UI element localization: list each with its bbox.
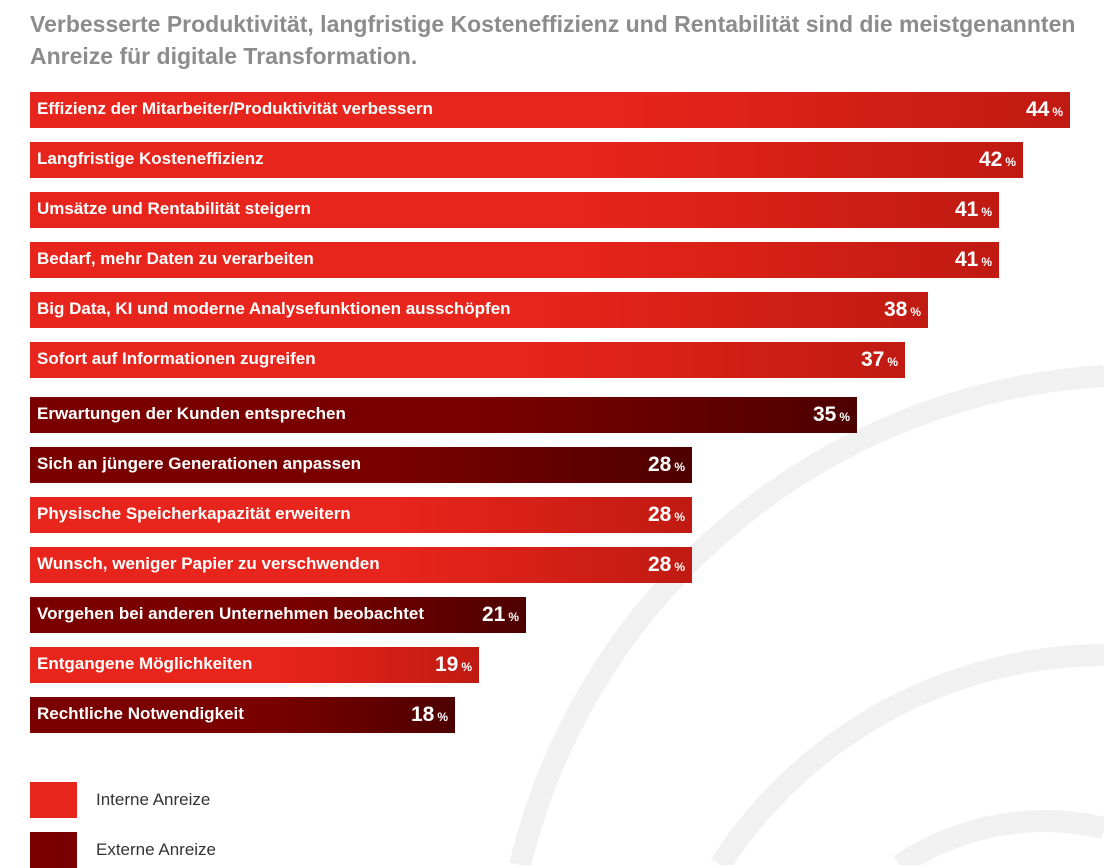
background-arc-outer <box>509 365 1104 865</box>
data-label-unit: % <box>981 205 992 219</box>
bar-label: Big Data, KI und moderne Analysefunktion… <box>37 299 511 318</box>
bar: Big Data, KI und moderne Analysefunktion… <box>30 292 928 328</box>
data-label-unit: % <box>437 710 448 724</box>
data-label: 42% <box>979 142 1016 180</box>
data-label-unit: % <box>981 255 992 269</box>
background-arc-middle <box>710 644 1104 865</box>
data-label: 38% <box>884 292 921 330</box>
bar-label: Bedarf, mehr Daten zu verarbeiten <box>37 249 314 268</box>
legend-label-interne: Interne Anreize <box>96 790 211 809</box>
bar: Bedarf, mehr Daten zu verarbeiten 41% <box>30 242 999 278</box>
data-label-value: 28 <box>647 453 672 476</box>
data-label-unit: % <box>674 560 685 574</box>
data-label-value: 42 <box>978 148 1003 171</box>
bar: Umsätze und Rentabilität steigern 41% <box>30 192 999 228</box>
data-label-value: 41 <box>954 198 979 221</box>
bar-label: Entgangene Möglichkeiten <box>37 654 253 673</box>
chart-title: Verbesserte Produktivität, langfristige … <box>30 11 1076 69</box>
data-label-value: 41 <box>954 248 979 271</box>
data-label-value: 28 <box>647 503 672 526</box>
data-label-unit: % <box>674 510 685 524</box>
data-label: 44% <box>1026 92 1063 130</box>
data-label: 37% <box>861 342 898 380</box>
data-label-unit: % <box>508 610 519 624</box>
bar: Langfristige Kosteneffizienz 42% <box>30 142 1023 178</box>
data-label: 28% <box>648 547 685 585</box>
bar-label: Effizienz der Mitarbeiter/Produktivität … <box>37 99 433 118</box>
bar: Sich an jüngere Generationen anpassen 28% <box>30 447 692 483</box>
legend-label-externe: Externe Anreize <box>96 840 217 859</box>
data-label-value: 35 <box>812 403 837 426</box>
bar: Rechtliche Notwendigkeit 18% <box>30 697 455 733</box>
data-label-unit: % <box>1052 105 1063 119</box>
bar: Entgangene Möglichkeiten 19% <box>30 647 479 683</box>
legend-swatch-externe <box>30 832 77 868</box>
bar-label: Sofort auf Informationen zugreifen <box>37 349 316 368</box>
bar-label: Rechtliche Notwendigkeit <box>37 704 244 723</box>
data-label: 18% <box>411 697 448 735</box>
data-label: 35% <box>813 397 850 435</box>
data-label-unit: % <box>674 460 685 474</box>
data-label-value: 19 <box>434 653 459 676</box>
data-label-unit: % <box>887 355 898 369</box>
data-label: 21% <box>482 597 519 635</box>
data-label: 19% <box>435 647 472 685</box>
data-label-value: 38 <box>883 298 908 321</box>
data-label-unit: % <box>839 410 850 424</box>
background-arc-inner <box>893 810 1104 865</box>
bar-label: Erwartungen der Kunden entsprechen <box>37 404 346 423</box>
data-label: 41% <box>955 192 992 230</box>
bar-label: Langfristige Kosteneffizienz <box>37 149 264 168</box>
bar-label: Sich an jüngere Generationen anpassen <box>37 454 362 473</box>
bar: Erwartungen der Kunden entsprechen 35% <box>30 397 857 433</box>
legend-swatch-interne <box>30 782 77 818</box>
data-label-value: 18 <box>410 703 435 726</box>
data-label-value: 44 <box>1025 98 1050 121</box>
bar: Sofort auf Informationen zugreifen 37% <box>30 342 905 378</box>
data-label: 41% <box>955 242 992 280</box>
bar: Physische Speicherkapazität erweitern 28% <box>30 497 692 533</box>
bar-label: Physische Speicherkapazität erweitern <box>37 504 351 523</box>
bar-label: Umsätze und Rentabilität steigern <box>37 199 311 218</box>
data-label-value: 37 <box>860 348 885 371</box>
bar-label: Wunsch, weniger Papier zu verschwenden <box>37 554 380 573</box>
data-label: 28% <box>648 497 685 535</box>
data-label-value: 21 <box>481 603 506 626</box>
data-label: 28% <box>648 447 685 485</box>
bar: Effizienz der Mitarbeiter/Produktivität … <box>30 92 1070 128</box>
data-label-unit: % <box>910 305 921 319</box>
bar: Vorgehen bei anderen Unternehmen beobach… <box>30 597 526 633</box>
data-label-value: 28 <box>647 553 672 576</box>
data-label-unit: % <box>1005 155 1016 169</box>
bar: Wunsch, weniger Papier zu verschwenden 28… <box>30 547 692 583</box>
data-label-unit: % <box>461 660 472 674</box>
bar-label: Vorgehen bei anderen Unternehmen beobach… <box>37 604 424 623</box>
